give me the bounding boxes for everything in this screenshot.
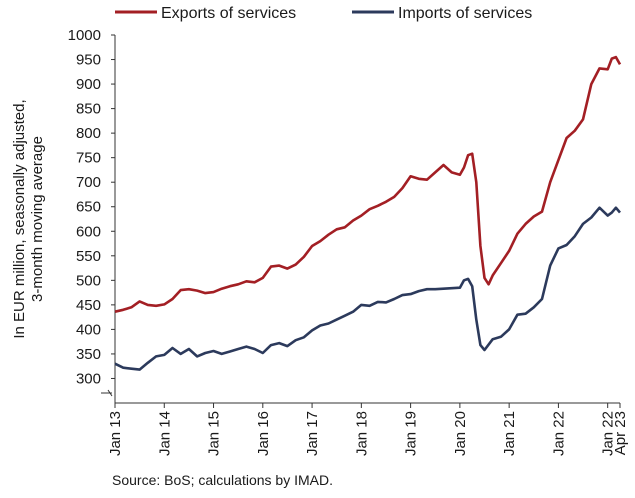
x-tick-label: Jan 16 (255, 411, 272, 456)
x-tick-label: Jan 22 (600, 411, 617, 456)
y-tick-label: 450 (76, 297, 101, 314)
source-note: Source: BoS; calculations by IMAD. (112, 472, 333, 488)
chart-series (114, 55, 622, 371)
x-tick-label: Jan 22 (550, 411, 567, 456)
y-tick-label: 850 (76, 101, 101, 118)
series-line-imports (114, 206, 621, 371)
x-tick-label: Jan 19 (403, 411, 420, 456)
y-axis-label-line: 3-month moving average (29, 136, 46, 302)
y-axis-label: In EUR million, seasonally adjusted, 3-mo… (11, 99, 46, 338)
x-tick-label: Jan 21 (501, 411, 518, 456)
x-axis-ticks: Jan 13 Jan 14 Jan 15 Jan 16 Jan 17 Jan 18 Jan … (107, 403, 629, 456)
y-tick-label: 950 (76, 52, 101, 69)
y-tick-label: 500 (76, 272, 101, 289)
y-tick-label: 1000 (68, 27, 101, 44)
x-tick-label: Jan 17 (304, 411, 321, 456)
y-tick-label: 700 (76, 174, 101, 191)
chart-legend: Exports of services Imports of services (115, 5, 532, 22)
y-tick-label: 350 (76, 346, 101, 363)
legend-label: Imports of services (398, 5, 532, 22)
x-tick-label: Jan 13 (107, 411, 124, 456)
y-axis-label-line: In EUR million, seasonally adjusted, (11, 99, 28, 338)
y-tick-label: 750 (76, 150, 101, 167)
x-tick-label: Jan 14 (156, 411, 173, 456)
chart-axes (101, 35, 620, 404)
y-tick-label: 400 (76, 321, 101, 338)
y-tick-label: 900 (76, 76, 101, 93)
y-tick-label: 300 (76, 370, 101, 387)
y-tick-label: 800 (76, 125, 101, 142)
y-tick-label: 600 (76, 223, 101, 240)
x-tick-label: Jan 20 (452, 411, 469, 456)
y-tick-label: 650 (76, 199, 101, 216)
y-axis-ticks: 300 350 400 450 500 550 600 650 700 750 800 850 900 9… (68, 27, 115, 387)
x-tick-label: Apr 23 (612, 411, 629, 455)
y-tick-label: 550 (76, 248, 101, 265)
x-tick-label: Jan 18 (353, 411, 370, 456)
x-tick-label: Jan 15 (206, 411, 223, 456)
axis-break-mark (101, 389, 113, 397)
series-line-exports (114, 55, 622, 313)
legend-label: Exports of services (161, 5, 296, 22)
